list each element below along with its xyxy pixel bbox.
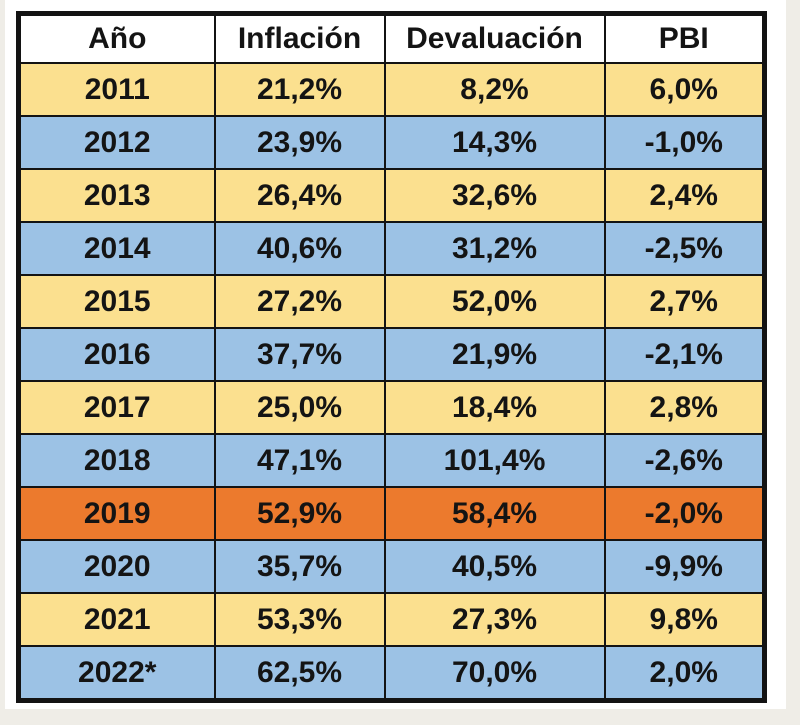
col-header-inflacion: Inflación [213,12,386,64]
year-cell: 2013 [17,168,216,223]
pbi-cell: 9,8% [603,592,766,647]
pbi-cell: -2,1% [603,327,766,382]
table-row-2017: 2017 25,0% 18,4% 2,8% [17,380,766,435]
devaluacion-cell: 70,0% [383,645,606,702]
table-row-2016: 2016 37,7% 21,9% -2,1% [17,327,766,382]
pbi-cell: 2,7% [603,274,766,329]
devaluacion-cell: 14,3% [383,115,606,170]
table-row-2011: 2011 21,2% 8,2% 6,0% [17,62,766,117]
table-row-2013: 2013 26,4% 32,6% 2,4% [17,168,766,223]
devaluacion-cell: 32,6% [383,168,606,223]
col-header-pbi: PBI [603,12,766,64]
pbi-cell: 6,0% [603,62,766,117]
table-row-2014: 2014 40,6% 31,2% -2,5% [17,221,766,276]
devaluacion-cell: 101,4% [383,433,606,488]
header-row: Año Inflación Devaluación PBI [17,12,766,64]
year-cell: 2022* [17,645,216,702]
economic-indicators-table: Año Inflación Devaluación PBI 2011 21,2%… [16,11,767,703]
inflacion-cell: 23,9% [213,115,386,170]
pbi-cell: -2,6% [603,433,766,488]
devaluacion-cell: 40,5% [383,539,606,594]
inflacion-cell: 40,6% [213,221,386,276]
pbi-cell: 2,8% [603,380,766,435]
year-cell: 2018 [17,433,216,488]
table-row-2015: 2015 27,2% 52,0% 2,7% [17,274,766,329]
inflacion-cell: 47,1% [213,433,386,488]
year-cell: 2011 [17,62,216,117]
pbi-cell: -1,0% [603,115,766,170]
inflacion-cell: 53,3% [213,592,386,647]
year-cell: 2015 [17,274,216,329]
devaluacion-cell: 27,3% [383,592,606,647]
devaluacion-cell: 21,9% [383,327,606,382]
year-cell: 2012 [17,115,216,170]
devaluacion-cell: 31,2% [383,221,606,276]
pbi-cell: -9,9% [603,539,766,594]
inflacion-cell: 27,2% [213,274,386,329]
pbi-cell: 2,0% [603,645,766,702]
inflacion-cell: 21,2% [213,62,386,117]
table-row-2020: 2020 35,7% 40,5% -9,9% [17,539,766,594]
col-header-devaluacion: Devaluación [383,12,606,64]
table-row-2022: 2022* 62,5% 70,0% 2,0% [17,645,766,702]
pbi-cell: -2,0% [603,486,766,541]
table-row-2012: 2012 23,9% 14,3% -1,0% [17,115,766,170]
inflacion-cell: 25,0% [213,380,386,435]
devaluacion-cell: 8,2% [383,62,606,117]
pbi-cell: -2,5% [603,221,766,276]
inflacion-cell: 52,9% [213,486,386,541]
inflacion-cell: 35,7% [213,539,386,594]
col-header-ano: Año [17,12,216,64]
devaluacion-cell: 58,4% [383,486,606,541]
year-cell: 2016 [17,327,216,382]
table-row-2021: 2021 53,3% 27,3% 9,8% [17,592,766,647]
inflacion-cell: 62,5% [213,645,386,702]
inflacion-cell: 26,4% [213,168,386,223]
pbi-cell: 2,4% [603,168,766,223]
year-cell: 2021 [17,592,216,647]
year-cell: 2020 [17,539,216,594]
inflacion-cell: 37,7% [213,327,386,382]
table-row-2018: 2018 47,1% 101,4% -2,6% [17,433,766,488]
table-row-2019-highlighted: 2019 52,9% 58,4% -2,0% [17,486,766,541]
year-cell: 2014 [17,221,216,276]
year-cell: 2017 [17,380,216,435]
devaluacion-cell: 18,4% [383,380,606,435]
year-cell: 2019 [17,486,216,541]
devaluacion-cell: 52,0% [383,274,606,329]
